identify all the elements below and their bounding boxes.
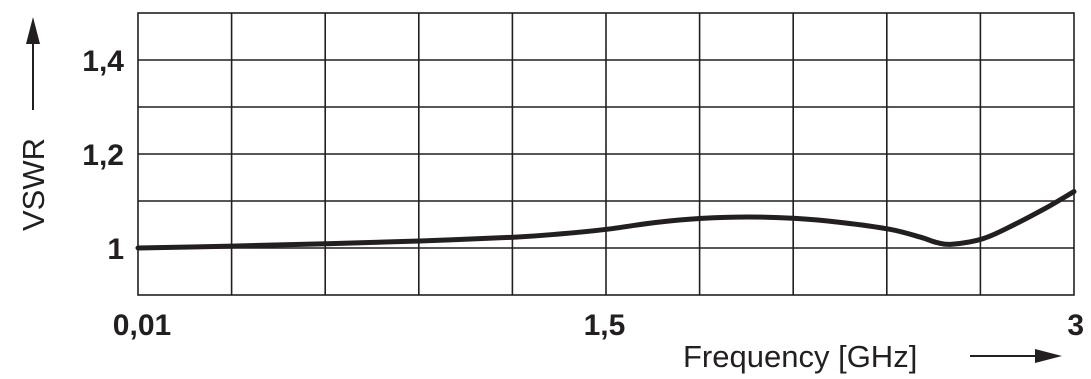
plot-frame [137, 12, 1075, 296]
x-tick-label: 0,01 [113, 309, 171, 342]
vswr-series-line [135, 189, 1077, 251]
grid [138, 13, 1074, 295]
x-axis-arrow-head-icon [1035, 349, 1062, 363]
x-axis-title-group: Frequency [GHz] [683, 339, 1062, 374]
x-axis-title: Frequency [GHz] [683, 339, 917, 374]
y-axis-arrow-head-icon [26, 17, 40, 44]
y-axis-title: VSWR [16, 138, 51, 231]
y-tick-labels: 1 1,2 1,4 [82, 45, 124, 266]
y-tick-label: 1,2 [82, 139, 124, 172]
y-tick-label: 1,4 [82, 45, 124, 78]
x-tick-labels: 0,01 1,5 3 [113, 309, 1084, 342]
x-tick-label: 3 [1067, 309, 1084, 342]
y-tick-label: 1 [107, 233, 124, 266]
y-axis-title-group: VSWR [16, 17, 51, 231]
x-tick-label: 1,5 [584, 309, 626, 342]
